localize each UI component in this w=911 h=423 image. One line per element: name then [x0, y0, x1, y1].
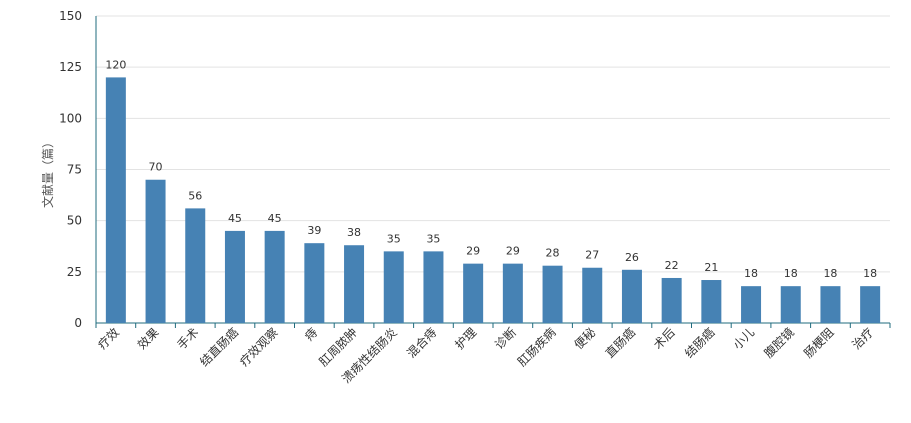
x-tick-label: 疗效 [94, 325, 122, 353]
bar [701, 280, 722, 323]
data-label: 22 [665, 259, 679, 272]
y-tick-label: 100 [59, 111, 82, 125]
bar [224, 230, 245, 323]
bar [463, 263, 484, 323]
bar [542, 265, 563, 323]
bar [344, 245, 365, 323]
y-tick-label: 50 [67, 214, 82, 228]
bar [621, 269, 642, 323]
bars [105, 77, 881, 324]
axes [95, 16, 891, 328]
y-tick-label: 125 [59, 60, 82, 74]
data-label: 18 [784, 267, 798, 280]
data-label: 18 [744, 267, 758, 280]
bar [304, 243, 325, 323]
data-label: 39 [307, 224, 321, 237]
x-tick-label: 效果 [134, 325, 162, 353]
data-label: 29 [466, 245, 480, 258]
data-label: 26 [625, 251, 639, 264]
gridlines [96, 15, 890, 273]
bar [741, 286, 762, 323]
data-label: 35 [426, 232, 440, 245]
data-label: 18 [863, 267, 877, 280]
bar [820, 286, 841, 323]
x-tick-label: 肠梗阻 [800, 325, 836, 361]
x-tick-label: 痔 [301, 325, 320, 344]
x-tick-label: 混合痔 [403, 325, 439, 361]
data-label: 45 [228, 212, 242, 225]
y-tick-label: 0 [74, 316, 82, 330]
bar [860, 286, 881, 323]
bar [145, 179, 166, 323]
data-label: 45 [268, 212, 282, 225]
x-tick-label: 手术 [174, 325, 201, 352]
data-label: 35 [387, 232, 401, 245]
x-tick-label: 结直肠癌 [197, 325, 242, 370]
x-tick-label: 结肠癌 [681, 325, 717, 361]
bar [105, 77, 126, 324]
x-tick-label: 直肠癌 [602, 325, 638, 361]
y-tick-label: 75 [67, 163, 82, 177]
bar [661, 277, 682, 323]
x-tick-label: 治疗 [849, 325, 876, 352]
data-label: 120 [105, 58, 126, 71]
x-tick-label: 疗效观察 [236, 325, 281, 370]
bar [423, 251, 444, 323]
bar [780, 286, 801, 323]
bar [582, 267, 603, 323]
data-labels: 120 70 56 45 45 39 38 35 35 29 29 28 27 26 22 21 18 18 18 1… [105, 58, 877, 280]
y-tick-label: 25 [67, 265, 82, 279]
data-label: 21 [704, 261, 718, 274]
x-tick-label: 肛肠疾病 [514, 325, 559, 370]
x-tick-label: 便秘 [571, 325, 598, 352]
bar [383, 251, 404, 323]
bar [185, 208, 206, 323]
data-label: 38 [347, 226, 361, 239]
bar [264, 230, 285, 323]
data-label: 29 [506, 245, 520, 258]
data-label: 56 [188, 189, 202, 202]
data-label: 70 [149, 161, 163, 174]
data-label: 27 [585, 249, 599, 262]
x-tick-label: 术后 [651, 325, 678, 352]
x-tick-label: 腹腔镜 [761, 325, 797, 361]
x-tick-label: 护理 [452, 325, 479, 352]
data-label: 28 [546, 247, 560, 260]
x-tick-label: 小儿 [730, 325, 757, 352]
y-tick-label: 150 [59, 9, 82, 23]
data-label: 18 [823, 267, 837, 280]
bar [502, 263, 523, 323]
y-axis-title: 文献量（篇） [40, 136, 55, 208]
x-tick-label: 诊断 [491, 325, 519, 353]
